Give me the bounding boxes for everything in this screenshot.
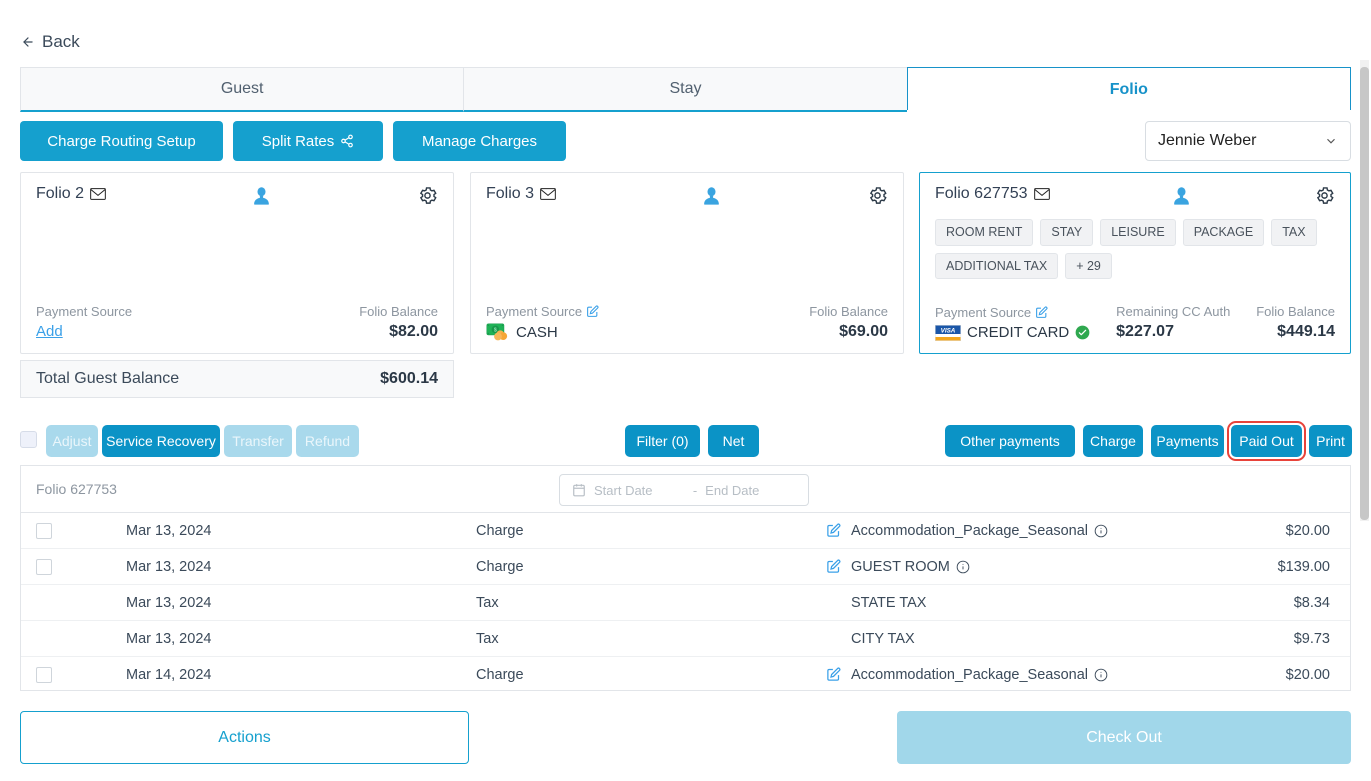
svg-text:VISA: VISA — [941, 327, 956, 334]
svg-text:$: $ — [494, 327, 497, 333]
